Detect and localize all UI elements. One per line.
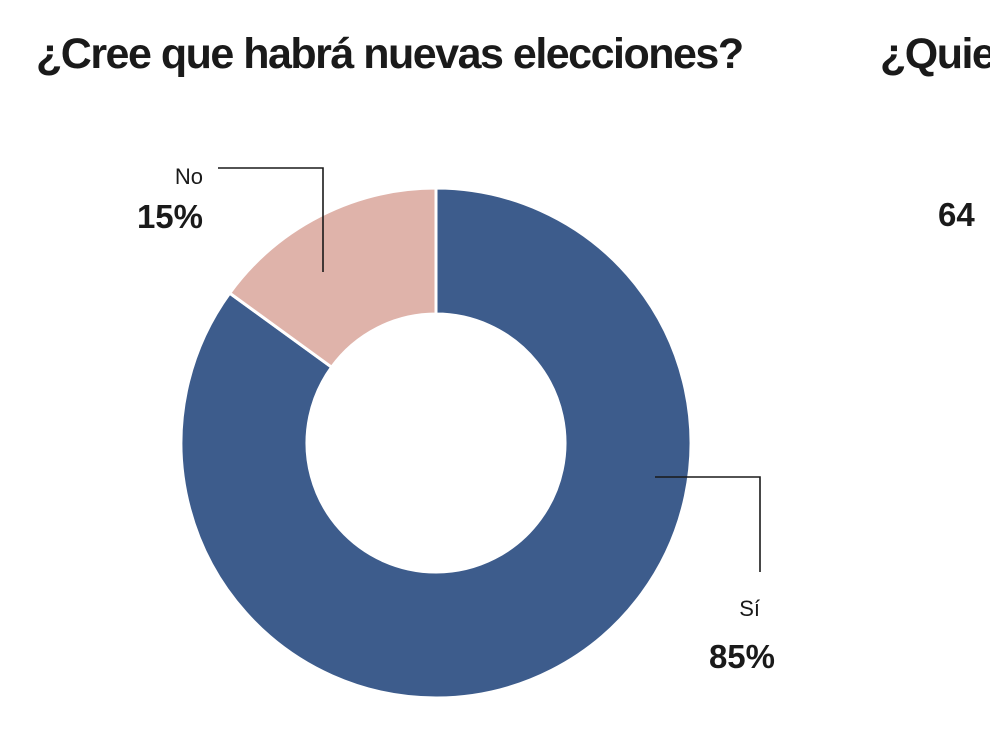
slice-value-si: 85% xyxy=(709,638,775,675)
donut-slice-si xyxy=(179,186,693,700)
chart-title: ¿Cree que habrá nuevas elecciones? xyxy=(36,30,744,78)
donut-callouts: Sí 85% No 15% xyxy=(137,164,775,675)
callout-line-no xyxy=(218,167,324,272)
donut-slices xyxy=(179,186,693,700)
slice-label-si: Sí xyxy=(739,596,760,621)
slice-label-no: No xyxy=(175,164,203,189)
callout-line-si xyxy=(655,476,761,572)
slice-value-no: 15% xyxy=(137,198,203,235)
next-chart-value-fragment: 64 xyxy=(938,196,975,233)
donut-slice-no xyxy=(227,186,438,370)
next-chart-title-fragment: ¿Quie xyxy=(880,30,990,78)
